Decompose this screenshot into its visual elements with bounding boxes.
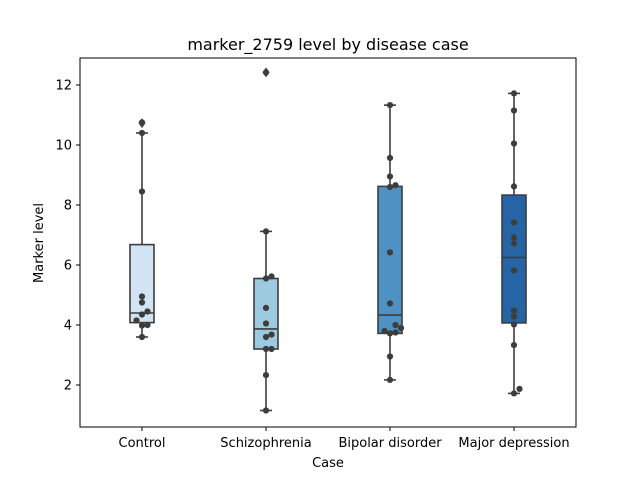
x-tick-label: Schizophrenia — [220, 436, 311, 451]
y-axis-label: Marker level — [32, 203, 47, 283]
y-tick-label: 2 — [64, 379, 72, 394]
data-point — [386, 102, 394, 109]
data-point — [262, 333, 270, 341]
data-point — [138, 188, 146, 195]
data-point — [386, 353, 394, 360]
data-point — [268, 345, 275, 353]
y-tick-label: 10 — [55, 139, 72, 154]
data-point — [397, 324, 405, 332]
data-point — [262, 407, 270, 414]
data-point — [144, 308, 151, 315]
data-point — [510, 321, 518, 328]
data-point — [262, 69, 270, 76]
data-point — [510, 234, 518, 241]
data-point — [510, 183, 518, 190]
data-point — [262, 372, 270, 379]
data-point — [510, 307, 518, 314]
data-point — [262, 275, 270, 282]
data-point — [386, 173, 394, 180]
x-axis-label: Case — [312, 456, 344, 471]
data-point — [510, 390, 518, 397]
data-point — [510, 313, 518, 320]
data-point — [268, 273, 275, 280]
y-tick-label: 4 — [64, 319, 72, 334]
data-point — [138, 129, 146, 137]
box-group — [129, 118, 155, 341]
data-point — [262, 304, 270, 311]
data-point — [510, 240, 518, 247]
x-tick-label: Bipolar disorder — [338, 436, 442, 451]
data-point — [138, 322, 146, 329]
data-point — [138, 119, 146, 126]
data-point — [138, 293, 146, 300]
data-point — [510, 90, 518, 97]
y-tick-label: 8 — [64, 199, 72, 214]
plot-frame — [79, 57, 577, 428]
box-iqr — [501, 194, 527, 324]
data-point — [381, 327, 388, 335]
data-point — [510, 107, 518, 114]
data-point — [510, 342, 518, 349]
data-point — [262, 320, 270, 327]
data-point — [262, 228, 270, 235]
box-group — [377, 102, 405, 383]
data-point — [510, 267, 518, 274]
x-tick-label: Control — [119, 436, 166, 451]
data-point — [386, 249, 394, 256]
data-point — [386, 154, 394, 161]
y-tick-label: 12 — [55, 79, 72, 94]
data-point — [392, 329, 399, 336]
box-group — [253, 67, 279, 414]
data-point — [510, 140, 518, 147]
y-tick-label: 6 — [64, 259, 72, 274]
data-point — [262, 345, 270, 353]
x-tick-label: Major depression — [458, 436, 569, 451]
data-point — [138, 333, 146, 341]
data-point — [268, 331, 275, 338]
box-iqr — [377, 185, 403, 335]
data-point — [386, 183, 394, 191]
data-point — [392, 321, 399, 329]
box-group — [501, 90, 527, 397]
data-point — [510, 219, 518, 226]
data-point — [516, 385, 523, 392]
data-point — [392, 182, 399, 189]
plot-area: 2 4 6 8 10 12 Control Schizophrenia Bipolar diso… — [55, 67, 570, 451]
data-point — [133, 317, 140, 324]
data-point — [386, 376, 394, 383]
data-point — [138, 311, 146, 318]
data-point — [386, 300, 394, 307]
data-point — [386, 330, 394, 337]
data-point — [144, 321, 151, 329]
chart-title: marker_2759 level by disease case — [187, 35, 468, 55]
data-point — [138, 299, 146, 306]
